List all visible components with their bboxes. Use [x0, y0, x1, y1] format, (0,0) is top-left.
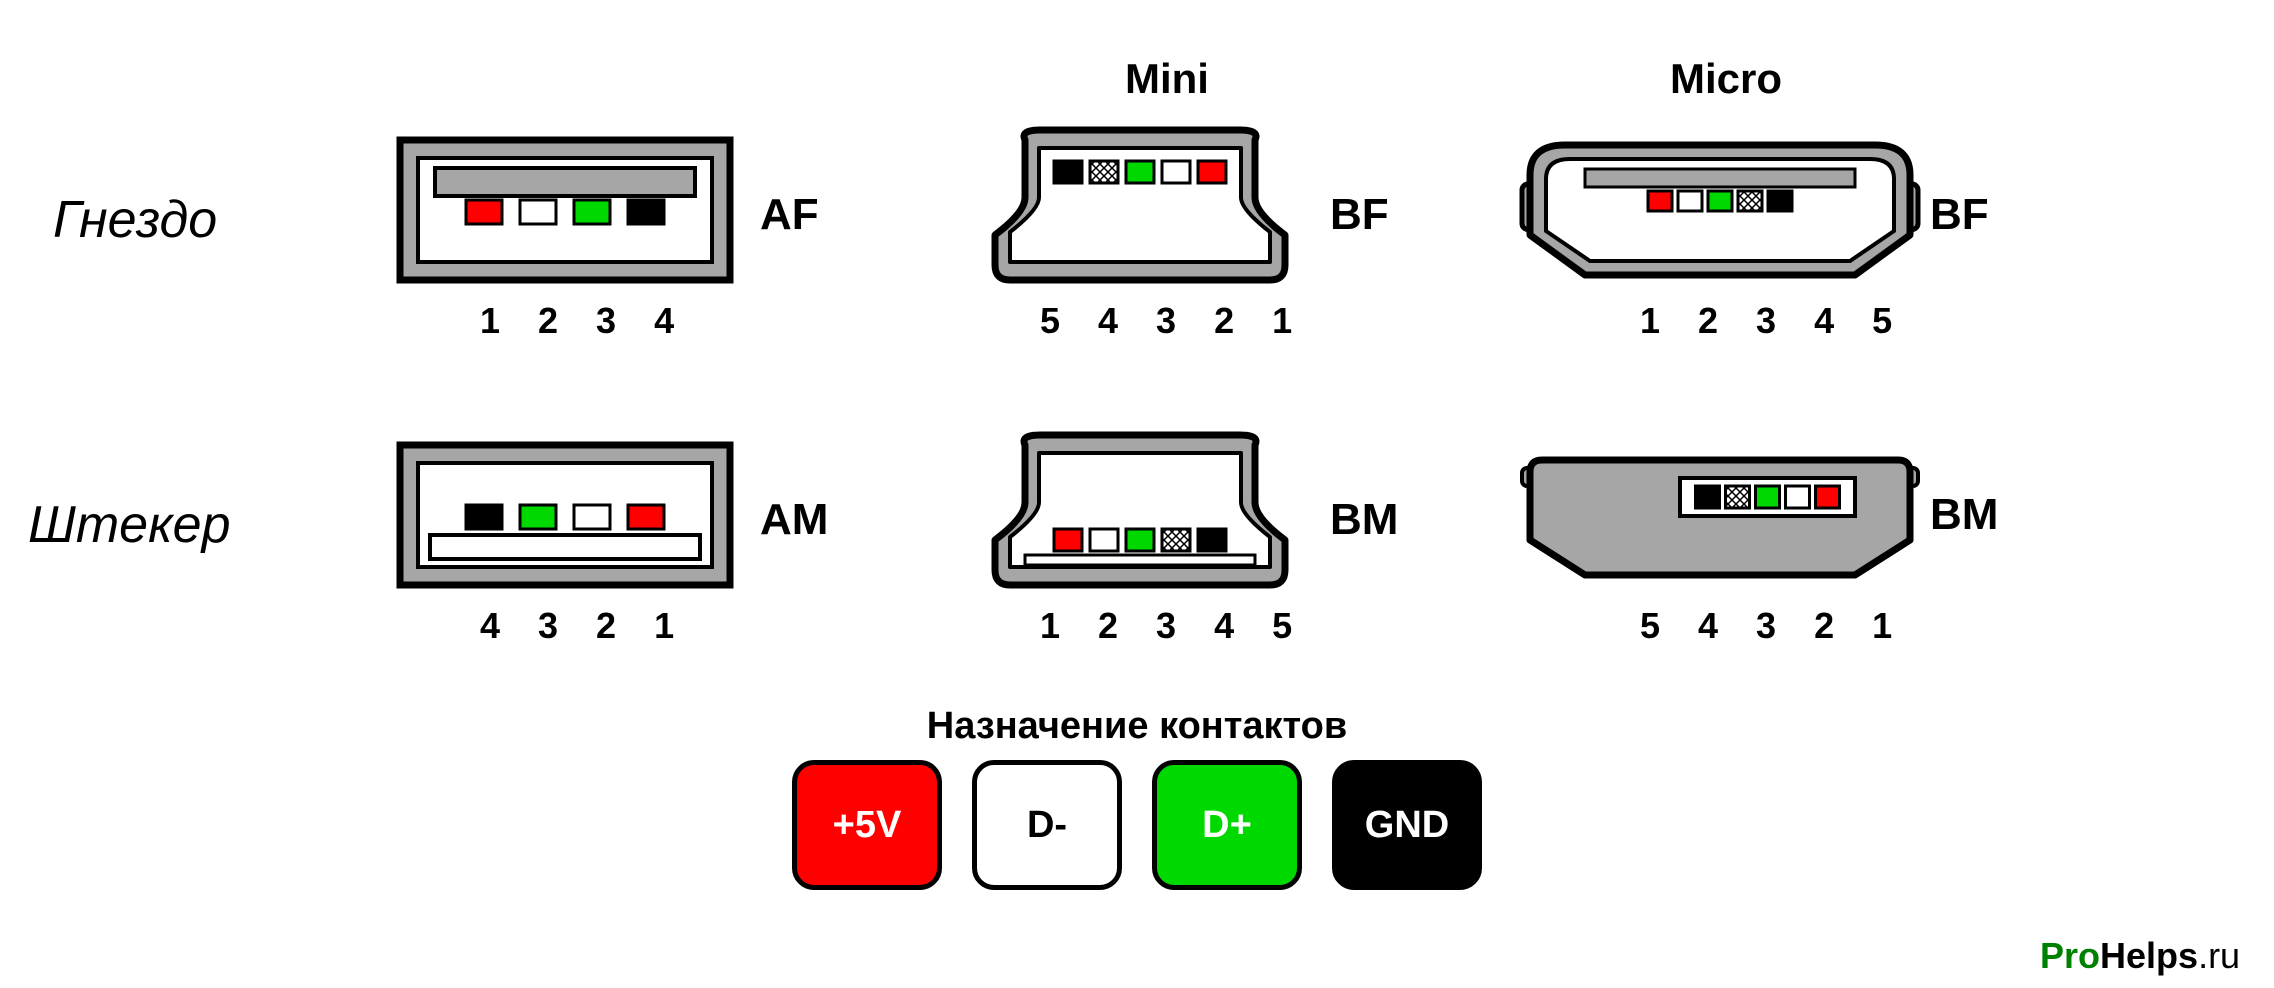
pin-numbers-mini-bm: 1 2 3 4 5	[1040, 605, 1306, 647]
type-label-mini-bm: BM	[1330, 495, 1398, 545]
pin-numbers-mini-bf: 5 4 3 2 1	[1040, 300, 1306, 342]
watermark: ProHelps.ru	[2040, 935, 2240, 977]
type-label-micro-bf: BF	[1930, 190, 1989, 240]
type-label-micro-bm: BM	[1930, 490, 1998, 540]
watermark-pre: Pro	[2040, 935, 2100, 976]
connectors-diagram	[0, 0, 2274, 700]
legend-box-dplus: D+	[1152, 760, 1302, 890]
pin-numbers-am: 4 3 2 1	[480, 605, 688, 647]
type-label-af: AF	[760, 190, 819, 240]
type-label-am: AM	[760, 495, 828, 545]
legend-title: Назначение контактов	[0, 705, 2274, 748]
pin-numbers-micro-bm: 5 4 3 2 1	[1640, 605, 1906, 647]
legend-box-gnd: GND	[1332, 760, 1482, 890]
type-label-mini-bf: BF	[1330, 190, 1389, 240]
legend-row: +5VD-D+GND	[792, 760, 1482, 890]
watermark-suf: .ru	[2198, 935, 2240, 976]
pin-numbers-af: 1 2 3 4	[480, 300, 688, 342]
legend-box-dminus: D-	[972, 760, 1122, 890]
watermark-mid: Helps	[2100, 935, 2198, 976]
pin-numbers-micro-bf: 1 2 3 4 5	[1640, 300, 1906, 342]
legend-box-plus5v: +5V	[792, 760, 942, 890]
